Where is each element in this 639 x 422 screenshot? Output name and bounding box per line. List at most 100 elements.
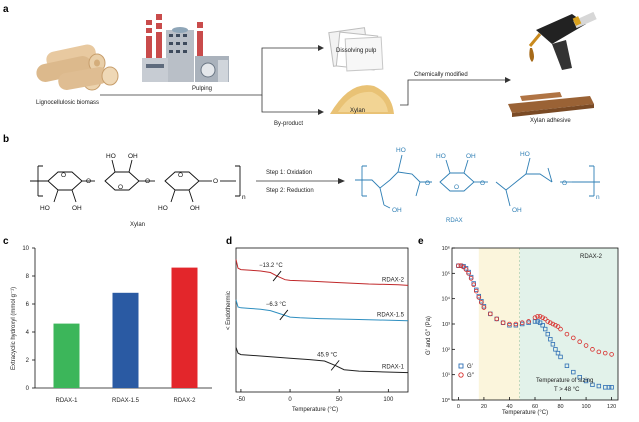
gprime-point xyxy=(583,378,589,384)
panel-e-ytick-label: 10⁶ xyxy=(442,245,450,252)
panel-c-ytick-label: 10 xyxy=(22,246,29,252)
gdoubleprime-point xyxy=(471,282,477,288)
legend-gpp-marker xyxy=(458,372,464,378)
wood-logs-icon xyxy=(36,44,119,91)
panel-c-ytick-label: 8 xyxy=(26,274,30,280)
gdoubleprime-point xyxy=(555,324,561,329)
gdoubleprime-point xyxy=(463,267,469,272)
bar-rdax-1 xyxy=(53,323,80,388)
panel-e-ytick-label: 10¹ xyxy=(442,373,450,379)
byproduct-label: By-product xyxy=(274,121,303,127)
chem-modified-label: Chemically modified xyxy=(414,72,468,78)
panel-e-xtick-label: 80 xyxy=(557,404,563,410)
gdoubleprime-point xyxy=(488,311,493,317)
gdoubleprime-point xyxy=(519,320,525,326)
sizing-label-2: T > 48 °C xyxy=(554,387,580,393)
tg-marker-rdax-1 xyxy=(330,360,340,371)
gdoubleprime-point xyxy=(537,314,543,319)
gprime-point xyxy=(543,326,548,332)
panel-c-ytick-label: 0 xyxy=(26,386,30,392)
tg-label-rdax-2: −13.2 °C xyxy=(259,263,283,269)
rdax-o-2: O xyxy=(480,180,485,187)
xylan-n: n xyxy=(242,194,246,201)
xylan-link3-o: O xyxy=(213,178,218,185)
panel-e-letter: e xyxy=(418,236,424,247)
gdoubleprime-point xyxy=(466,271,471,276)
panel-e: e G′ and G″ (Pa) 0 20 40 60 80 100 120 10⁰ 10¹ 10… xyxy=(418,236,619,416)
panel-e-xtick-label: 20 xyxy=(481,404,487,410)
gdoubleprime-point xyxy=(513,321,519,327)
panel-d-xtick-label: 100 xyxy=(383,397,394,403)
panel-c-ytick-label: 6 xyxy=(26,302,30,308)
pulp-sheets-icon xyxy=(328,27,384,72)
gdoubleprime-point xyxy=(473,288,479,294)
shaded-region-1 xyxy=(478,248,520,400)
panel-e-ytick-label: 10⁰ xyxy=(442,397,451,404)
panel-e-xtick-label: 0 xyxy=(457,404,460,410)
gdoubleprime-point xyxy=(481,305,487,310)
xylan-structure xyxy=(30,159,241,203)
xylan-bag-label: Xylan xyxy=(350,108,365,114)
panel-e-ytick-label: 10² xyxy=(442,347,450,353)
rdax-o-1: O xyxy=(425,180,430,187)
xylan-oh-2: OH xyxy=(128,153,138,160)
gprime-point xyxy=(596,383,602,389)
rdax-n: n xyxy=(596,194,600,201)
panel-c-ylabel: Extracyclic hydroxyl (mmol g⁻¹) xyxy=(11,287,17,370)
bar-rdax-2 xyxy=(171,267,198,388)
gdoubleprime-point xyxy=(548,320,553,326)
gdoubleprime-point xyxy=(545,319,551,324)
rdax-ho-3: HO xyxy=(520,151,530,158)
gdoubleprime-point xyxy=(553,322,558,328)
gprime-point xyxy=(577,374,582,380)
panel-e-title: RDAX-2 xyxy=(580,254,603,260)
rdax-o-3: O xyxy=(562,180,567,187)
gprime-point xyxy=(550,342,556,347)
panel-c-ytick-label: 2 xyxy=(26,358,30,364)
panel-e-ylabel: G′ and G″ (Pa) xyxy=(426,316,432,355)
rdax-name: RDAX xyxy=(446,218,463,224)
biomass-label: Lignocellulosic biomass xyxy=(36,100,99,106)
step1-label: Step 1: Oxidation xyxy=(266,170,312,176)
panel-b: b O O O O O O HO OH xyxy=(3,134,600,228)
gprime-point xyxy=(548,336,553,342)
gprime-point xyxy=(545,331,550,337)
rdax-ho-2: HO xyxy=(436,153,446,160)
gprime-point xyxy=(535,319,540,324)
gprime-point xyxy=(564,363,570,368)
panel-d-xtick-label: 50 xyxy=(336,397,343,403)
gprime-point xyxy=(571,369,576,375)
panel-d-xtick-label: 0 xyxy=(288,397,292,403)
gdoubleprime-point xyxy=(532,315,538,320)
xylan-ring2-o: O xyxy=(118,184,123,191)
panel-c-xtick-label: RDAX-2 xyxy=(173,398,196,404)
panel-c-xtick-label: RDAX-1 xyxy=(55,398,78,404)
panel-e-xtick-label: 40 xyxy=(506,404,512,410)
rdax-oh-1: OH xyxy=(392,207,402,214)
gdoubleprime-point xyxy=(602,350,608,356)
gdoubleprime-point xyxy=(590,347,595,352)
series-label-rdax-1-5: RDAX-1.5 xyxy=(377,313,405,319)
rdax-structure xyxy=(355,154,600,209)
xylan-ring1-o: O xyxy=(61,172,66,179)
gdoubleprime-point xyxy=(577,339,582,345)
gdoubleprime-point xyxy=(571,335,576,341)
tg-marker-rdax-1-5 xyxy=(279,309,289,321)
panel-e-ytick-label: 10³ xyxy=(442,322,450,328)
gdoubleprime-point xyxy=(500,320,506,326)
panel-d-frame xyxy=(235,247,409,393)
gdoubleprime-point xyxy=(476,295,482,300)
panel-b-letter: b xyxy=(3,134,9,145)
dsc-curve-rdax-2 xyxy=(235,259,409,286)
step2-label: Step 2: Reduction xyxy=(266,188,314,194)
chem-modified-arrow xyxy=(400,79,505,106)
gdoubleprime-point xyxy=(596,349,602,355)
branch-to-xylan-line xyxy=(261,95,318,113)
gprime-point xyxy=(590,382,595,387)
glue-gun-icon xyxy=(528,11,597,70)
sizing-label-1: Temperature of sizing xyxy=(536,378,593,384)
xylan-oh-1: OH xyxy=(72,205,82,212)
gdoubleprime-point xyxy=(535,314,540,319)
pulping-label: Pulping xyxy=(192,86,212,92)
xylan-ring3-o: O xyxy=(178,172,183,179)
